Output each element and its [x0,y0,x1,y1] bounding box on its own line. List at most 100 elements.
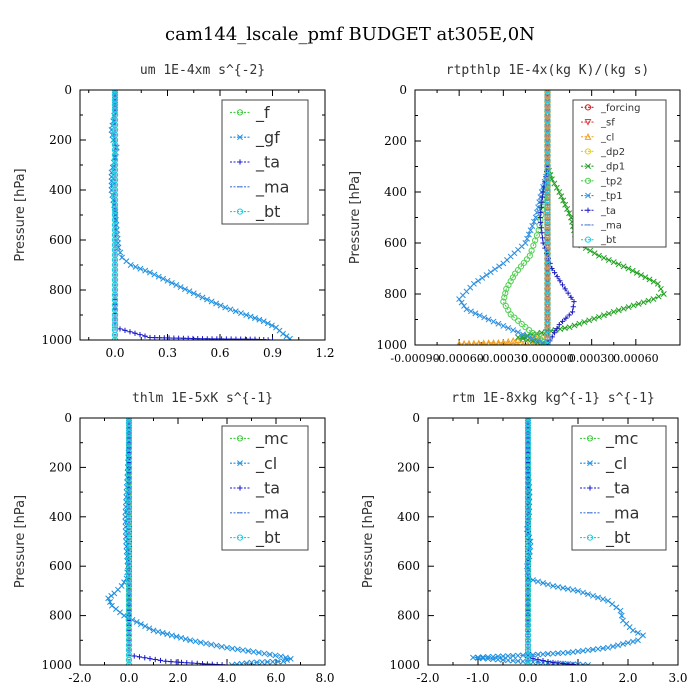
legend-marker_ta [587,485,593,491]
data-point_tp2 [518,320,525,328]
data-point_tp1 [524,235,531,242]
data-point_dp1 [600,312,607,319]
data-point_tp1 [491,266,498,273]
data-point_cl [142,623,149,630]
y-tick-label: 200 [384,134,407,148]
data-point_ta [233,336,239,340]
data-point_cl [605,644,611,651]
data-point_tp1 [500,260,507,267]
legend-marker_forcing [584,104,592,111]
data-point_gf [127,262,134,268]
data-point_cl [259,659,266,665]
data-point_ta [204,336,210,340]
data-point_tp2 [514,266,522,274]
data-point_dp1 [660,291,667,297]
data-point_cl [466,340,472,345]
data-point_ta [224,662,230,665]
legend: _mc _cl _ta _ma _bt [571,425,667,551]
data-point_tp1 [496,263,503,270]
data-point_ta [540,657,546,664]
legend-marker_mc [586,435,594,442]
data-point_ta [252,336,258,340]
legend-marker_cl [587,460,593,467]
legend-marker_cl [237,460,243,467]
x-tick-label: 0.00060 [613,352,659,365]
data-point_dp1 [620,263,627,270]
legend: _f _gf _ta _ma _bt [221,99,309,225]
legend-label_ma: _ma [255,503,289,523]
data-point_gf [280,330,286,337]
data-point_gf [186,288,193,295]
data-point_gf [109,164,116,171]
series-group [108,90,293,340]
x-tick-label: 0.6 [210,346,229,360]
data-point_cl [213,642,220,649]
data-point_gf [132,263,139,270]
data-point_gf [217,302,224,309]
data-point_ta [142,333,148,339]
data-point_ta [571,299,577,305]
data-point_tp2 [537,335,544,343]
data-point_gf [137,265,144,272]
y-tick-label: 0 [412,411,420,425]
data-point_dp1 [633,269,640,276]
data-point_tp1 [534,337,541,344]
y-tick-label: 400 [49,510,72,524]
data-point_cl [233,661,240,665]
legend-marker_bt [236,534,244,541]
legend-marker_f [236,109,244,116]
legend-label_dp2: _dp2 [600,147,625,158]
data-point_cl [182,636,189,643]
data-point_dp1 [553,184,560,191]
chart-panel-2: rtpthlp 1E-4x(kg K)/(kg s) Pressure [hPa]… [348,63,681,365]
data-point_tp1 [531,218,537,225]
y-tick-label: 600 [397,559,420,573]
data-point_tp1 [456,296,463,303]
data-point_gf [283,333,290,340]
series-group [105,418,294,665]
legend-label_dp1: _dp1 [600,162,625,173]
data-point_dp1 [625,304,632,311]
x-tick-label: -0.00060 [435,352,484,365]
data-point_ta [554,274,560,280]
data-point_dp1 [515,334,522,341]
data-point_tp1 [479,275,486,281]
data-point_cl [287,655,294,662]
data-point_cl [238,660,245,665]
data-point_gf [168,279,175,286]
data-point_ta [540,189,546,195]
legend-box [221,99,309,225]
data-point_cl [504,337,512,345]
data-point_ta [563,315,569,321]
data-point_cl [510,657,516,664]
data-point_ta [549,334,555,340]
data-point_ta [565,661,571,665]
data-point_cl [520,652,526,659]
data-point_cl [506,340,511,345]
data-point_ta [209,661,215,665]
data-point_cl [600,596,606,603]
data-point_ta [551,269,558,276]
data-point_ta [538,209,544,215]
data-point_dp1 [640,299,647,306]
x-tick-label: 0.000000 [521,352,574,365]
data-point_dp1 [591,315,598,322]
legend-label_ma: _ma [605,503,639,523]
x-tick-label: 1.0 [568,671,587,685]
data-point_gf [256,316,263,323]
legend-label_mc: _mc [605,429,638,449]
legend-marker_gf [237,134,243,141]
data-point_cl [505,653,511,659]
chart-panel-3: thlm 1E-5xK s^{-1} Pressure [hPa] 0 200 400 6… [13,391,335,685]
data-point_cl [105,595,112,602]
data-point_dp1 [630,302,637,309]
data-point_ta [228,336,234,340]
data-point_dp1 [576,320,583,327]
x-tick-label: 0.9 [263,346,282,360]
x-tick-label: 0.00030 [569,352,615,365]
data-point_cl [485,653,491,660]
data-point_cl [595,645,601,652]
data-point_cl [510,652,516,659]
data-point_cl [535,651,541,658]
data-point_cl [485,655,491,662]
